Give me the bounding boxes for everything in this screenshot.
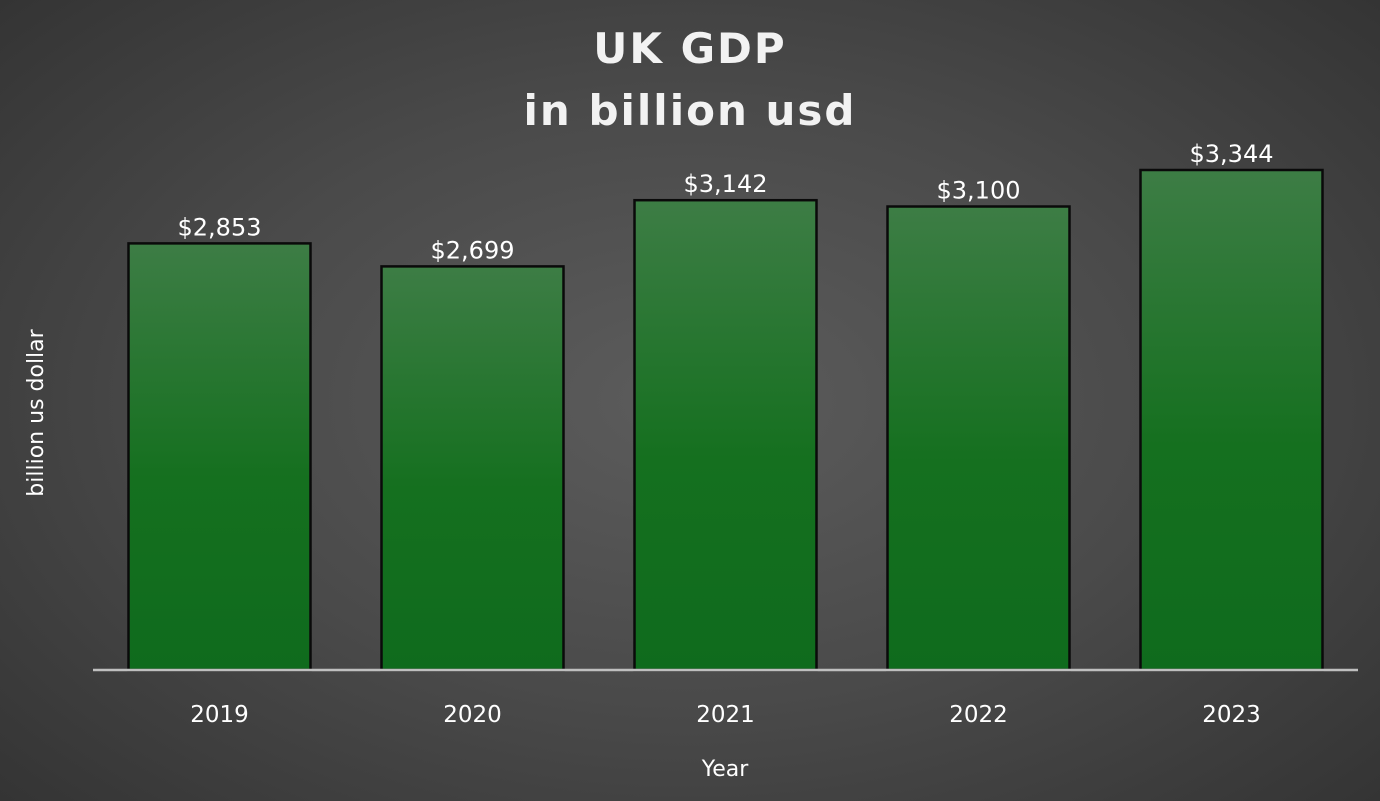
x-tick-label-2022: 2022: [949, 702, 1008, 728]
data-labels-group: $2,853 $2,699 $3,142 $3,100 $3,344: [178, 140, 1274, 264]
data-label-2023: $3,344: [1190, 140, 1274, 168]
bar-2023: [1139, 168, 1324, 672]
x-tick-label-2019: 2019: [190, 702, 249, 728]
chart-subtitle: in billion usd: [524, 86, 857, 135]
data-label-2020: $2,699: [431, 236, 515, 264]
x-tick-label-2023: 2023: [1202, 702, 1261, 728]
x-tick-label-2020: 2020: [443, 702, 502, 728]
bar-2019: [127, 242, 312, 672]
x-tick-labels-group: 2019 2020 2021 2022 2023: [190, 702, 1261, 728]
bar-2022: [886, 205, 1071, 672]
bar-2020: [380, 265, 565, 672]
data-label-2019: $2,853: [178, 213, 262, 241]
bar-2021: [633, 198, 818, 672]
chart-title: UK GDP: [593, 24, 786, 73]
x-tick-label-2021: 2021: [696, 702, 755, 728]
data-label-2022: $3,100: [937, 177, 1021, 205]
y-axis-title: billion us dollar: [24, 328, 49, 496]
data-label-2021: $3,142: [684, 170, 768, 198]
bars-group: [127, 168, 1324, 672]
x-axis-title: Year: [701, 757, 750, 782]
